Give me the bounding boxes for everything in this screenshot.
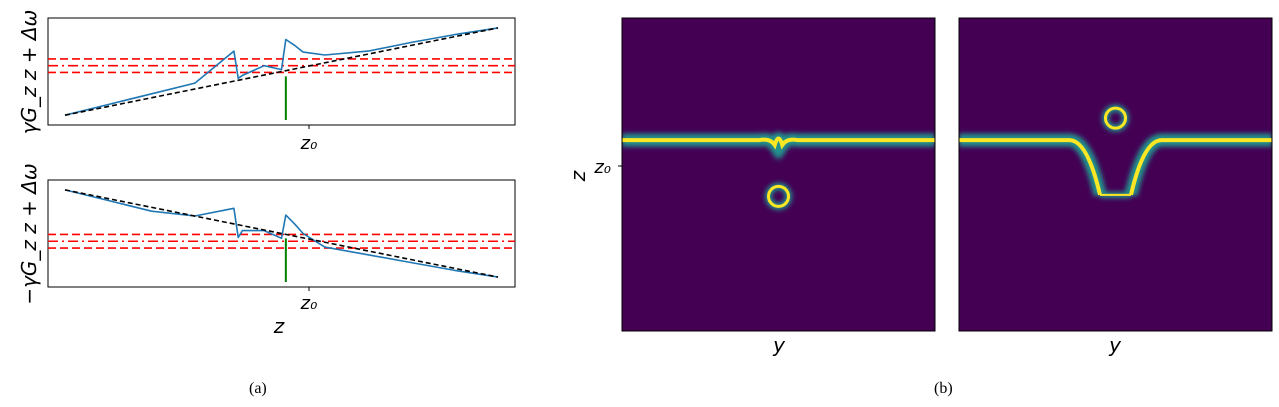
bright-band: [959, 138, 1272, 196]
bands-a-top: [48, 58, 515, 74]
chart-a-bottom: −γG_z z + Δω z₀ z: [17, 163, 516, 338]
signal-line: [64, 189, 499, 278]
x-axis-label-b-left: y: [772, 333, 786, 357]
x-axis-label-a-bottom: z: [273, 314, 285, 338]
chart-a-top: γG_z z + Δω z₀: [17, 10, 516, 154]
heatmap-content: [622, 132, 935, 210]
y-axis-label-b: z: [566, 170, 590, 182]
plot-frame: [958, 17, 1273, 332]
heatmap-background: [622, 18, 935, 331]
bright-band: [622, 136, 935, 150]
heatmap-content: [959, 104, 1272, 198]
lines-a-bottom: [64, 189, 499, 282]
reference-line: [64, 27, 499, 116]
plot-frame: [621, 17, 936, 332]
y-axis-label-a-bottom: −γG_z z + Δω: [17, 163, 41, 304]
heatmap-b-left: z z₀ y: [566, 17, 936, 357]
caption-b: (b): [934, 380, 953, 397]
signal-line: [64, 27, 499, 116]
y-axis-label-a-top: γG_z z + Δω: [17, 10, 41, 135]
core-layer: [959, 106, 1272, 196]
reference-line: [64, 189, 499, 278]
heatmap-background: [959, 18, 1272, 331]
y-tick-label-b: z₀: [593, 157, 611, 178]
x-tick-label-a-top: z₀: [300, 133, 318, 154]
x-tick-label-a-bottom: z₀: [300, 293, 318, 314]
lines-a-top: [64, 27, 499, 120]
caption-a: (a): [249, 380, 267, 397]
ring: [1103, 106, 1128, 130]
ring: [766, 184, 791, 208]
core-layer: [622, 136, 935, 208]
x-axis-label-b-right: y: [1108, 333, 1122, 357]
heatmap-b-right: y: [958, 17, 1273, 357]
